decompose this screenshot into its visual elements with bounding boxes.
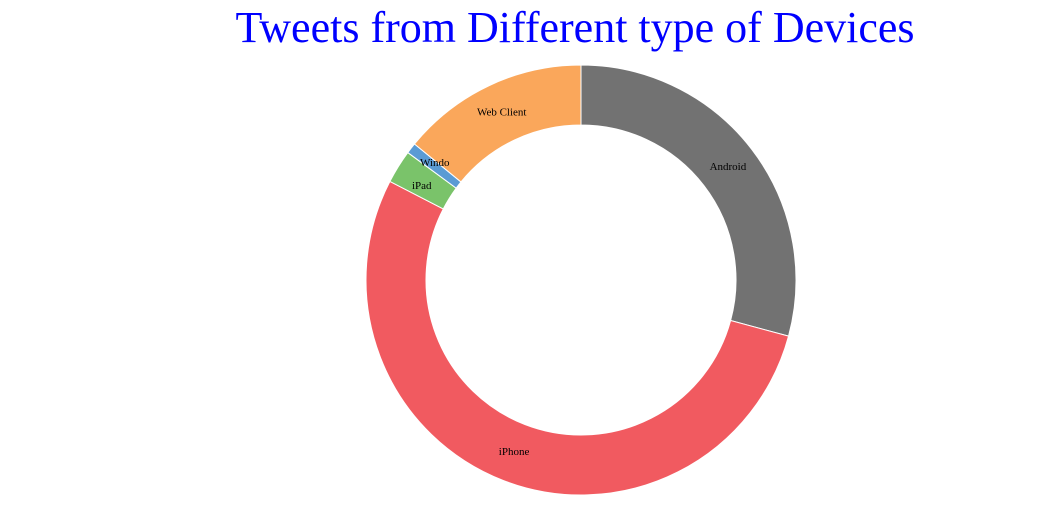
chart-title: Tweets from Different type of Devices (235, 3, 915, 52)
slice-label-web-client: Web Client (477, 106, 527, 118)
slice-label-android: Android (710, 161, 747, 173)
slice-android[interactable] (580, 64, 797, 337)
slice-label-windows: Windo (420, 157, 450, 169)
slice-iphone[interactable] (365, 180, 790, 496)
slice-label-ipad: iPad (412, 180, 432, 192)
slice-web-client[interactable] (413, 64, 582, 183)
slice-label-iphone: iPhone (499, 446, 530, 458)
